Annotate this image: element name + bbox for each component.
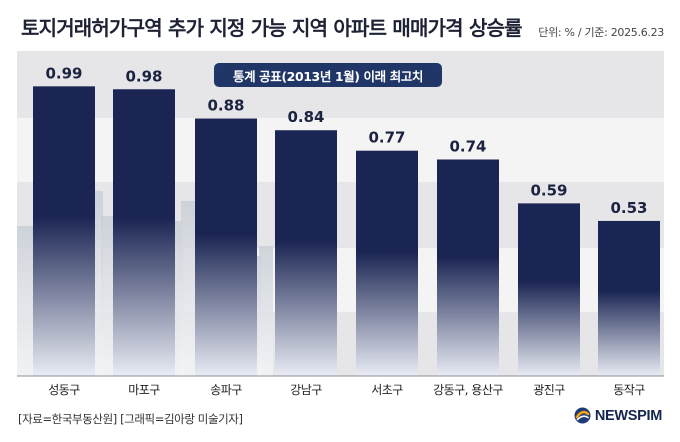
category-label: 광진구 xyxy=(533,383,565,397)
unit-note: 단위: % / 기준: 2025.6.23 xyxy=(538,26,664,39)
category-label: 강남구 xyxy=(290,383,322,397)
data-label: 0.88 xyxy=(207,97,244,115)
category-label: 마포구 xyxy=(128,383,160,397)
category-label: 강동구, 용산구 xyxy=(433,383,503,397)
logo-text: NEWSPIM xyxy=(594,407,662,424)
bar xyxy=(275,130,337,376)
data-label: 0.77 xyxy=(368,129,405,147)
record-high-badge: 통계 공표(2013년 1월) 이래 최고치 xyxy=(214,63,442,87)
axis-label-area xyxy=(17,376,664,406)
data-label: 0.74 xyxy=(449,137,486,155)
category-label: 서초구 xyxy=(371,383,403,397)
data-label: 0.99 xyxy=(45,64,82,82)
bar xyxy=(598,220,660,376)
newspim-logo: NEWSPIM xyxy=(574,407,662,424)
bar xyxy=(518,203,580,376)
source-credit: [자료=한국부동산원] [그래픽=김아랑 미술기자] xyxy=(18,412,243,426)
category-label: 동작구 xyxy=(613,383,645,397)
bar-chart: 0.99 성동구 0.98 마포구 0.88 송파구 0.84 강남구 0.77 서초구 0.74 강… xyxy=(17,51,664,406)
bar xyxy=(113,89,175,376)
data-label: 0.59 xyxy=(530,181,567,199)
apartment-building xyxy=(259,246,273,376)
bar xyxy=(33,86,95,377)
chart-area: 0.99 성동구 0.98 마포구 0.88 송파구 0.84 강남구 0.77 서초구 0.74 강… xyxy=(17,51,664,406)
data-label: 0.84 xyxy=(287,108,324,126)
chart-title: 토지거래허가구역 추가 지정 가능 지역 아파트 매매가격 상승률 xyxy=(21,16,523,40)
category-label: 송파구 xyxy=(210,383,242,397)
newspim-swirl-icon xyxy=(574,407,591,424)
bar xyxy=(437,159,499,376)
category-label: 성동구 xyxy=(48,383,80,397)
data-label: 0.98 xyxy=(125,67,162,85)
bar xyxy=(195,118,257,376)
bar xyxy=(356,150,418,376)
data-label: 0.53 xyxy=(610,199,647,217)
